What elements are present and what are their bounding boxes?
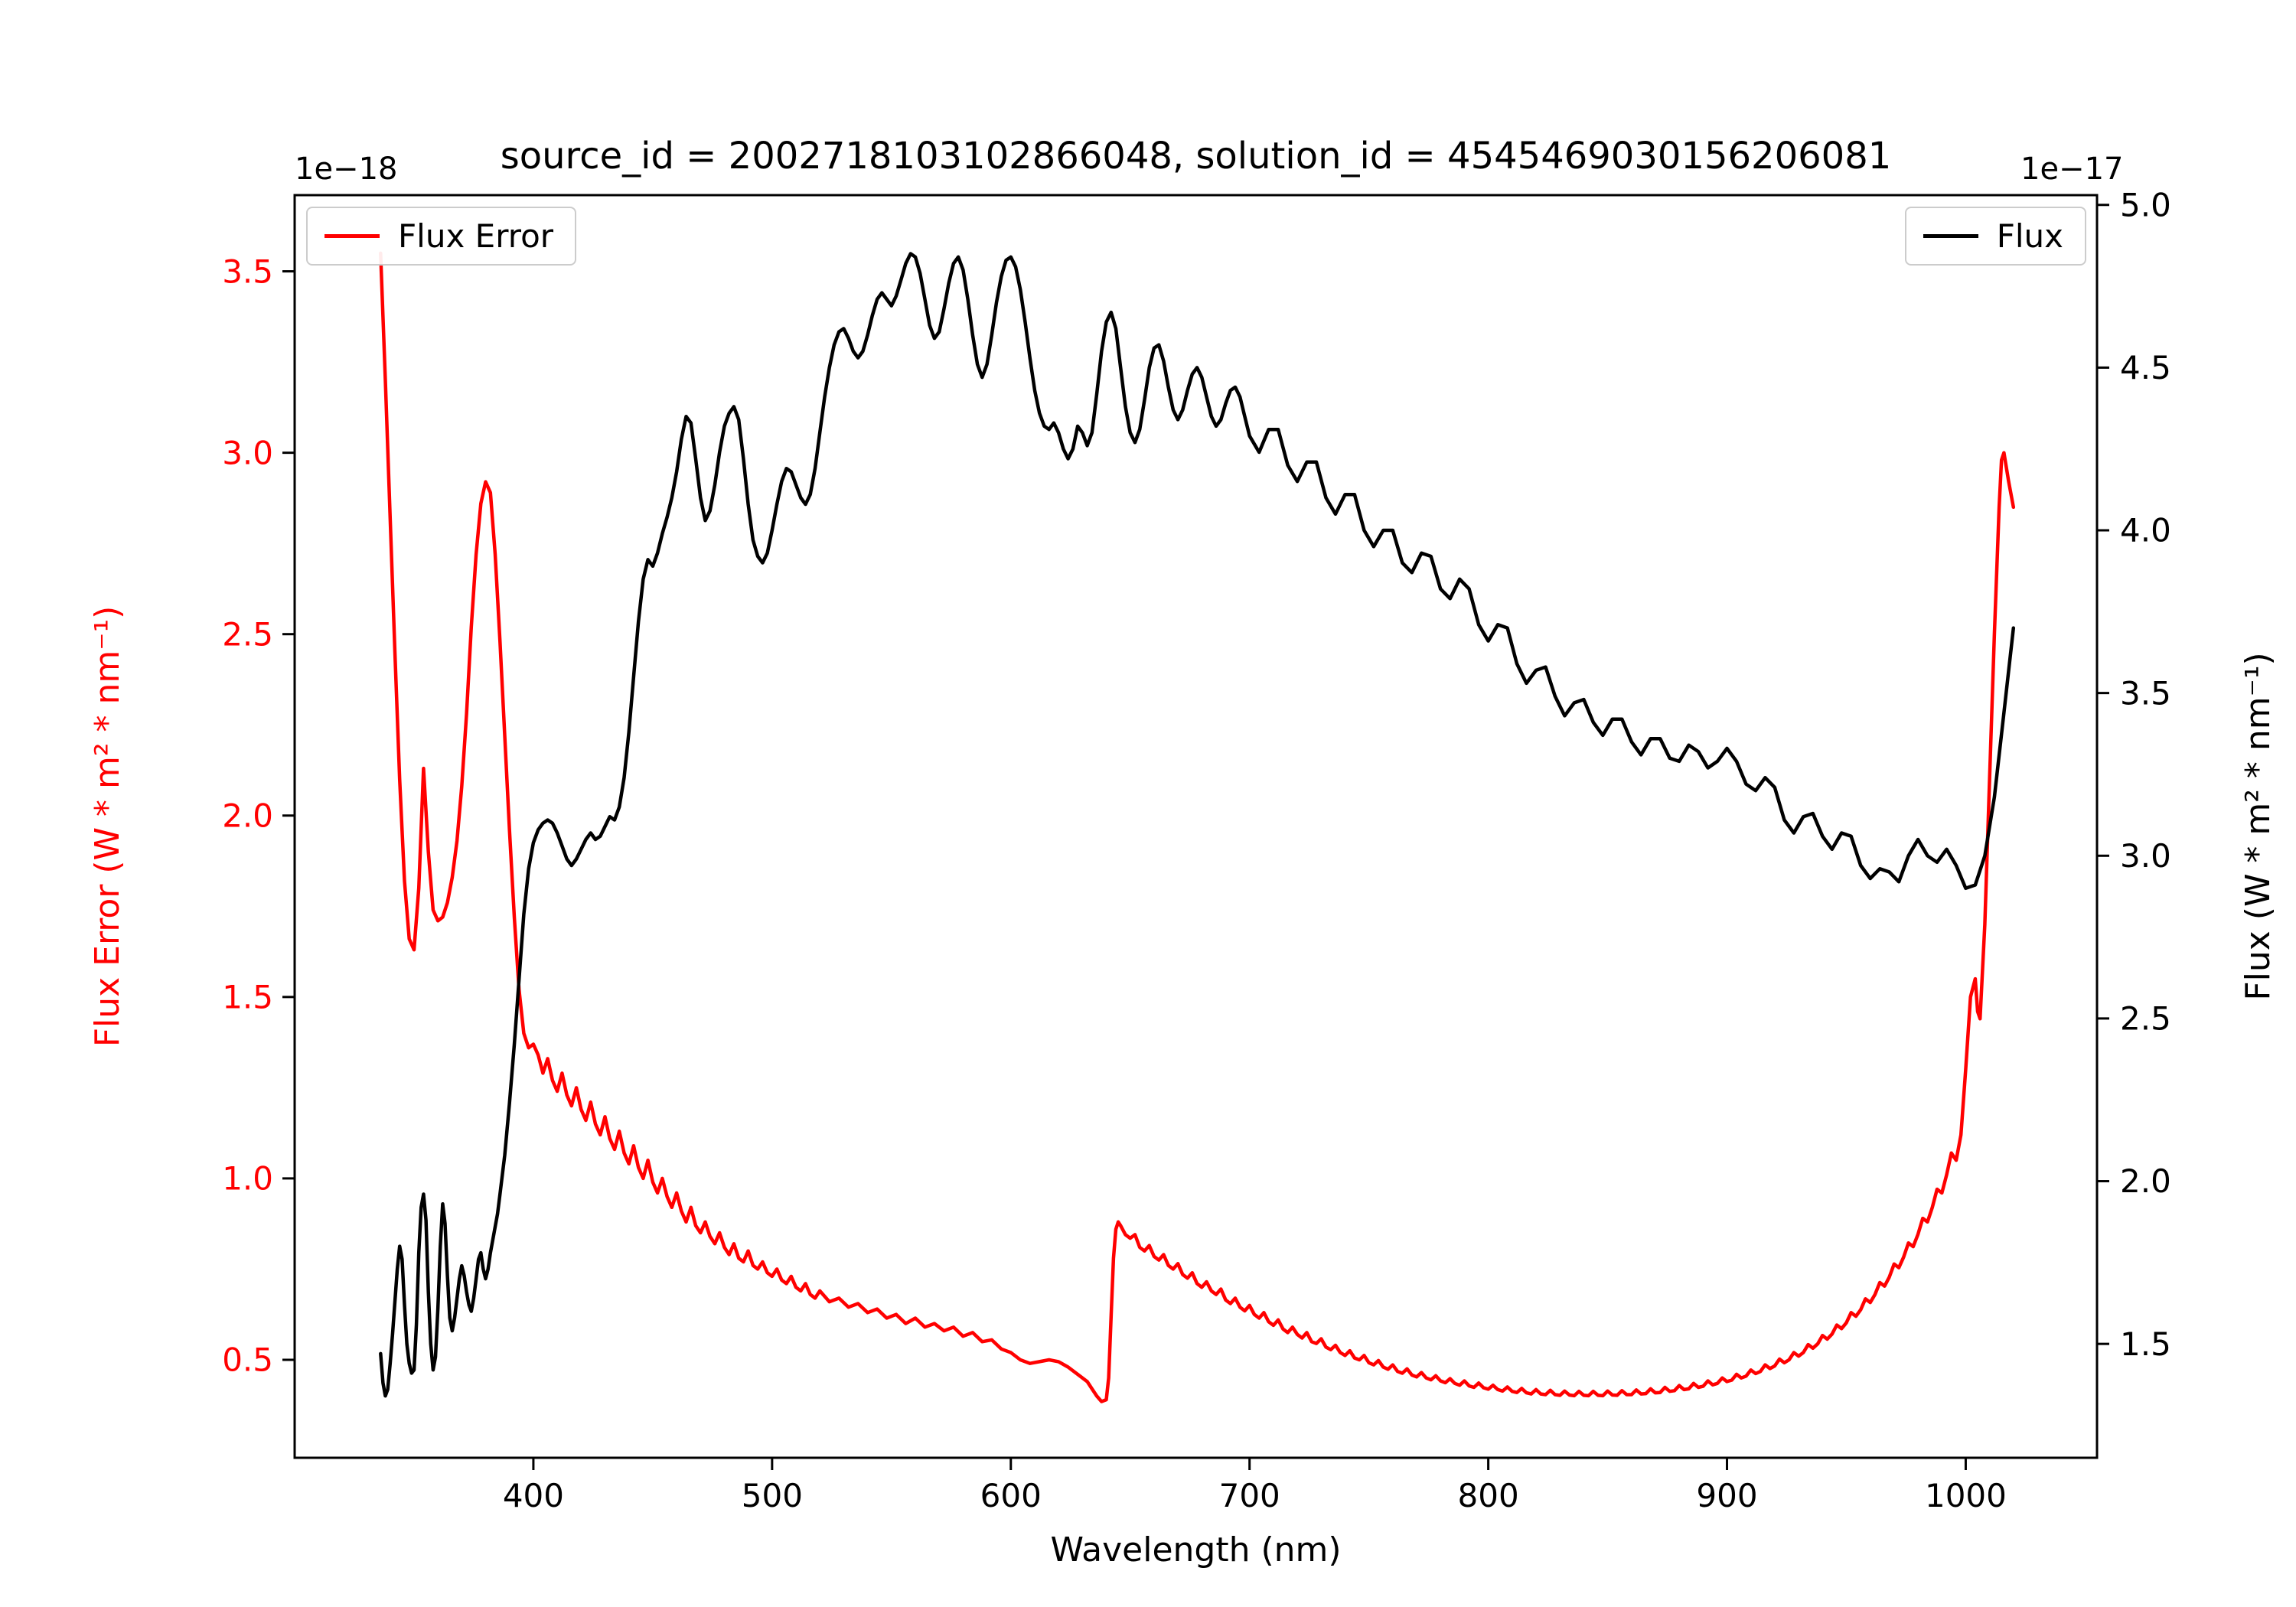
y-right-tick-label: 2.5 [2120,1000,2171,1038]
flux-legend: Flux [1904,207,2086,266]
y-right-tick-label: 4.5 [2120,349,2171,386]
y-right-tick-label: 3.5 [2120,674,2171,712]
flux-error-line-swatch-icon [325,234,380,238]
x-tick-label: 500 [742,1477,803,1514]
x-tick-label: 1000 [1925,1477,2007,1514]
axes-spines [293,194,2099,1459]
x-axis-label: Wavelength (nm) [1050,1530,1342,1570]
y-right-tick-label: 2.0 [2120,1162,2171,1200]
y-right-tick-label: 3.0 [2120,837,2171,875]
flux-line-swatch-icon [1923,234,1978,238]
right-axis-scale-label: 1e−17 [2020,152,2124,187]
y-left-tick-label: 1.5 [222,979,273,1016]
y-axis-label-left: Flux Error (W * m² * nm⁻¹) [87,605,127,1048]
y-right-tick-label: 4.0 [2120,512,2171,549]
left-axis-scale-label: 1e−18 [295,152,398,187]
y-left-tick-label: 1.0 [222,1160,273,1198]
y-left-tick-label: 2.0 [222,797,273,834]
y-right-tick-label: 5.0 [2120,186,2171,223]
x-tick-label: 700 [1219,1477,1280,1514]
y-left-tick-label: 3.0 [222,434,273,471]
flux-legend-label: Flux [1996,217,2063,255]
y-left-tick-label: 2.5 [222,615,273,653]
flux-error-legend-label: Flux Error [398,217,554,255]
y-left-tick-label: 3.5 [222,253,273,290]
x-tick-label: 900 [1696,1477,1757,1514]
chart-title: source_id = 2002718103102866048, solutio… [500,135,1892,178]
x-tick-label: 400 [503,1477,564,1514]
y-left-tick-label: 0.5 [222,1341,273,1379]
flux-error-legend: Flux Error [306,207,577,266]
y-right-tick-label: 1.5 [2120,1325,2171,1363]
x-tick-label: 800 [1458,1477,1519,1514]
flux-line [379,252,2016,1398]
x-tick-label: 600 [980,1477,1042,1514]
flux-error-line [379,251,2016,1403]
y-axis-label-right: Flux (W * m² * nm⁻¹) [2238,652,2278,1001]
